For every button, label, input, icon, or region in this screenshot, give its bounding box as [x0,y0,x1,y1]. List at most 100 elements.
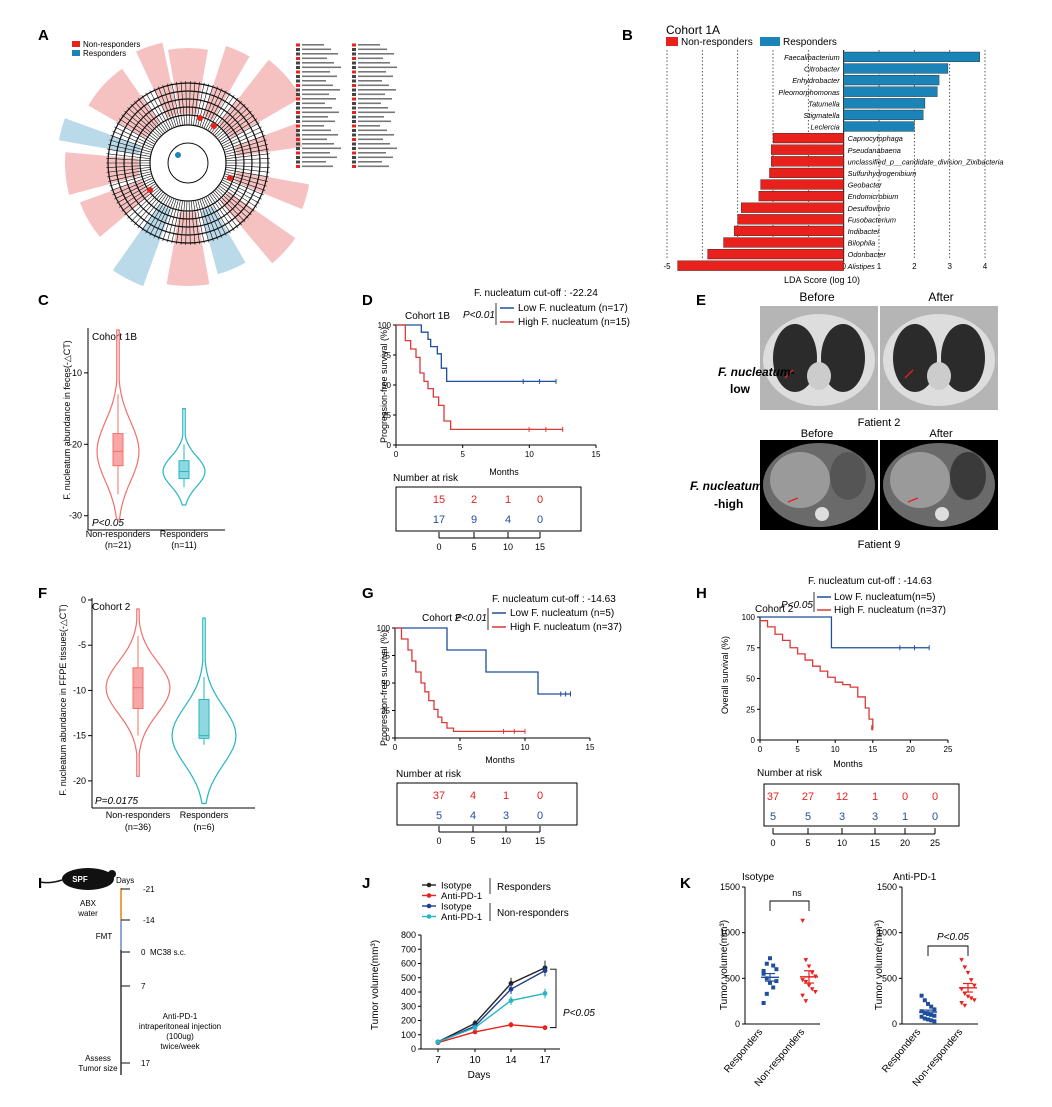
clade-branch [180,200,186,245]
clade-branch [171,200,181,244]
x-tick-label: 7 [435,1055,441,1066]
legend-b-nonresponders: Non-responders [681,37,753,48]
chart-d-cutoff: F. nucleatum cut-off : -22.24 [474,288,598,299]
panel-letter-k: K [680,875,691,892]
y-tick-label: 75 [746,644,755,653]
clade-branch [215,107,249,138]
bar-label: Leclercia [810,123,839,132]
clade-branch [220,122,260,145]
clade-branch [110,175,153,191]
violin-chart-f: 0 -5 -10 -15 -20 [73,595,255,809]
legend-b-responders: Responders [783,37,837,48]
panel-f: F Cohort 2 F. nucleatum abundance in FFP… [38,585,255,832]
data-point [542,1025,548,1031]
legend-marker [352,111,356,114]
legend-marker [352,147,356,150]
ct-patient-top: Fatient 2 [858,417,901,429]
legend-marker [296,120,300,123]
clade-branch [203,197,223,238]
x-tick-label: 25 [944,745,953,754]
clade-branch [141,194,167,231]
risk-high-value: 15 [433,494,445,506]
clade-branch [116,122,156,145]
y-tick-label: 25 [746,705,755,714]
ct-liver [770,452,830,508]
risk-tick-label: 15 [535,542,545,552]
x-tick-label: 0 [758,745,763,754]
data-point [929,1012,934,1017]
clade-node [211,123,217,129]
legend-text-line [302,57,327,60]
y-tick-label: 100 [742,613,756,622]
data-point [508,981,514,986]
violin-chart-c: -10 -20 -30 [69,328,225,531]
legend-text-line [302,107,332,109]
ct-stomach [830,452,866,500]
y-tick-label: 1000 [877,928,897,938]
ct-low-label-1: F. nucleatum- [718,365,795,379]
legend-marker [296,106,300,110]
y-tick-label: 1500 [720,882,740,892]
data-point [761,1000,766,1005]
risk-title: Number at risk [393,473,459,484]
y-tick-label: 500 [401,973,416,983]
legend-text-line [302,125,324,127]
data-point [761,969,766,974]
clade-branch [205,196,227,236]
panel-letter-c: C [38,292,49,309]
legend-text-line [302,143,334,145]
risk-box [763,783,960,827]
legend-marker [296,70,300,74]
risk-low-value: 5 [436,810,442,822]
data-point [771,985,776,990]
clade-branch [219,118,258,143]
legend-marker [352,70,356,74]
clade-branch [190,200,196,245]
risk-tick-label: 10 [837,838,847,848]
data-point [761,971,766,976]
clade-branch [225,158,270,162]
data-point [800,978,805,983]
chart-f-group-2: Responders [180,810,229,820]
legend-text-line [358,107,388,109]
legend-text-line [358,62,390,64]
legend-text-line [302,62,334,64]
legend-text-line [358,53,394,55]
clade-branch [225,148,269,157]
legend-text-line [302,152,330,154]
clade-branch [149,90,171,130]
data-point [768,956,772,961]
bar [772,132,844,144]
clade-branch [108,144,152,155]
panel-letter-j: J [362,875,370,892]
risk-high-value: 37 [767,791,779,803]
y-tick-label: 500 [725,973,740,983]
panel-letter-f: F [38,585,47,602]
legend-text-line [358,80,382,82]
clade-branch [185,81,188,126]
ct-high-label-1: F. nucleatum [690,479,763,493]
legend-text-line [302,89,340,91]
km-chart-d: 0 25 50 75 100 0 5 10 15 [378,321,601,459]
risk-box [396,782,578,826]
violin-outline [105,608,171,777]
legend-marker [352,48,356,51]
clade-branch [195,82,205,126]
chart-d-pvalue: P<0.01 [463,310,495,321]
risk-tick-label: 10 [503,542,513,552]
clade-branch [166,83,179,127]
clade-branch [145,92,169,131]
chart-g-cutoff: F. nucleatum cut-off : -14.63 [492,594,616,605]
legend-text-line [358,48,387,51]
bar-label: Bilophila [848,239,876,248]
clade-branch [218,114,255,141]
risk-title: Number at risk [757,768,823,779]
clade-branch [121,114,158,141]
legend-marker [426,893,432,898]
legend-swatch-responders [72,50,80,56]
data-point [972,998,977,1003]
risk-tick-label: 0 [436,542,441,552]
legend-marker [296,102,300,105]
clade-branch [107,148,151,157]
